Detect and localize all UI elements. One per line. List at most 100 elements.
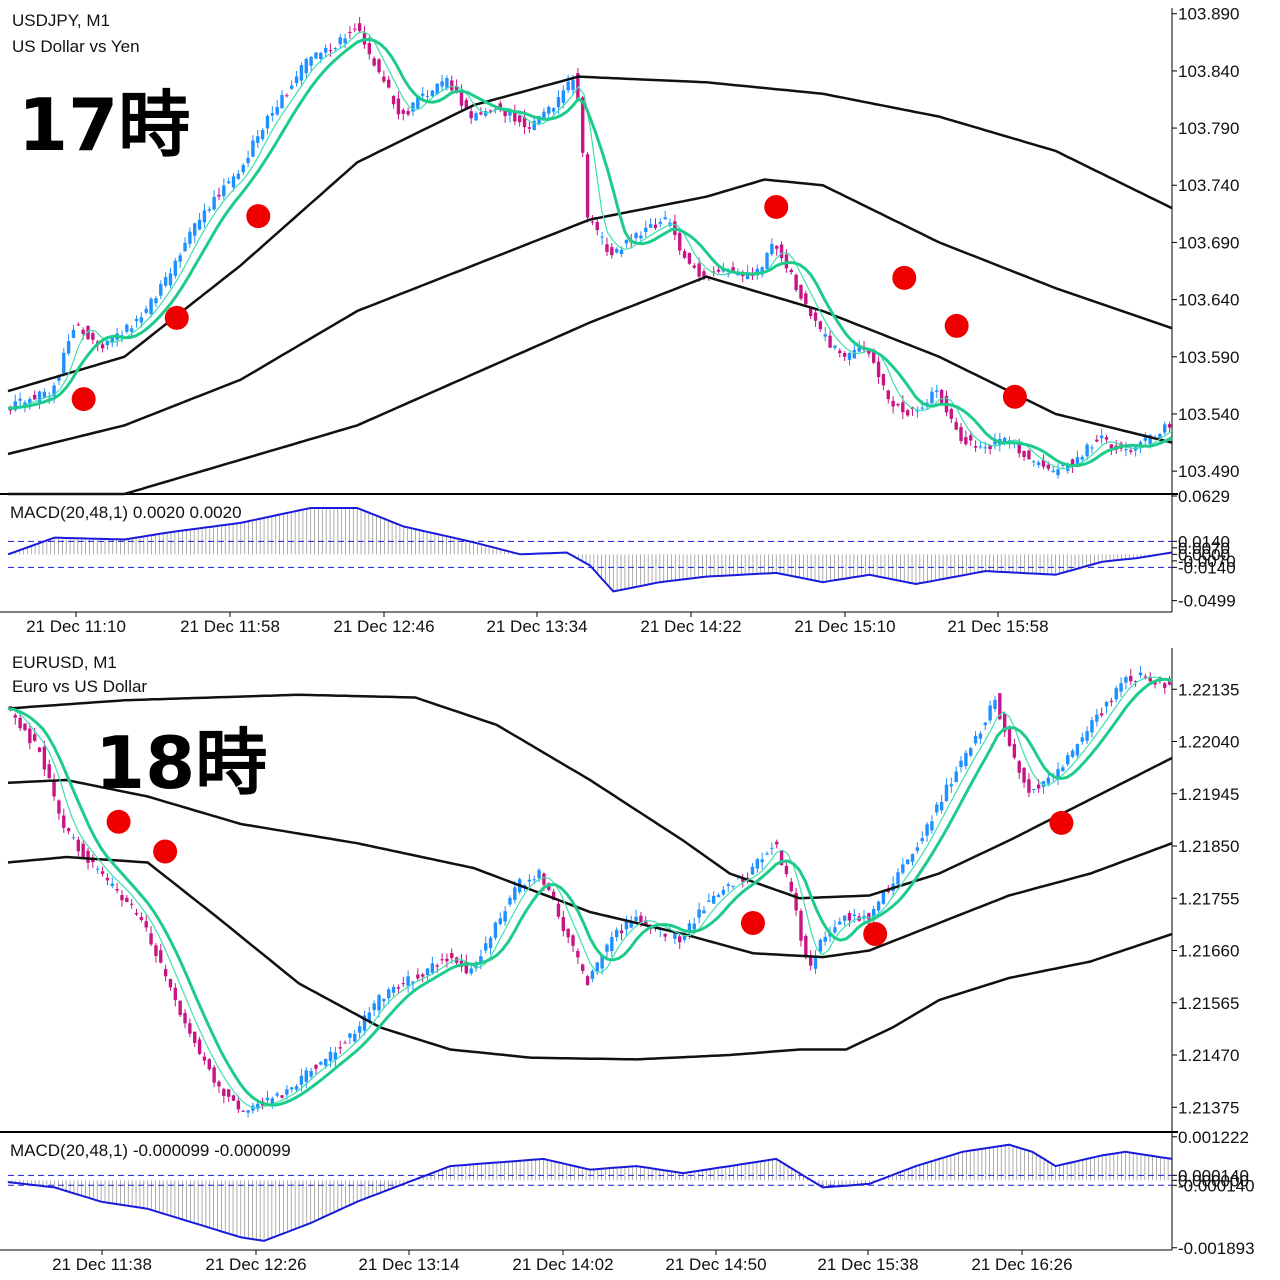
- candle-body: [382, 76, 386, 82]
- candle-body: [794, 274, 798, 291]
- y-tick-label: 103.490: [1178, 462, 1239, 481]
- candle-body: [212, 1067, 216, 1083]
- candle-body: [1129, 675, 1133, 682]
- candle-body: [920, 838, 924, 842]
- y-tick-label: 103.590: [1178, 348, 1239, 367]
- candle-body: [741, 878, 745, 882]
- candle-body: [328, 1051, 333, 1062]
- x-tick-label: 21 Dec 13:34: [486, 617, 587, 636]
- candle-body: [1036, 784, 1041, 789]
- candle-body: [129, 328, 134, 332]
- candle-body: [711, 895, 716, 904]
- candle-body: [1104, 702, 1109, 707]
- candle-body: [1017, 761, 1021, 773]
- candle-body: [396, 987, 401, 989]
- candle-body: [755, 859, 760, 869]
- candle-body: [110, 883, 114, 886]
- candle-body: [1027, 779, 1031, 793]
- x-tick-label: 21 Dec 11:38: [52, 1255, 152, 1274]
- candle-body: [964, 437, 968, 445]
- candle-body: [1056, 769, 1060, 779]
- candle-body: [343, 38, 347, 44]
- candle-body: [920, 407, 924, 409]
- candle-body: [513, 111, 517, 122]
- candle-body: [280, 94, 284, 109]
- candle-body: [125, 324, 129, 332]
- candle-body: [411, 102, 415, 112]
- x-tick-label: 21 Dec 14:22: [640, 617, 741, 636]
- candle-body: [605, 244, 609, 252]
- candle-body: [503, 110, 507, 117]
- candle-body: [1158, 433, 1162, 438]
- candle-body: [406, 111, 410, 115]
- candle-body: [658, 221, 663, 224]
- y-tick-label: 1.21565: [1178, 994, 1239, 1013]
- candle-body: [1090, 447, 1094, 449]
- x-tick-label: 21 Dec 11:58: [180, 617, 280, 636]
- candle-body: [13, 401, 17, 411]
- candle-body: [1163, 683, 1167, 688]
- candle-body: [808, 955, 813, 966]
- candle-body: [154, 298, 158, 304]
- candle-body: [96, 868, 100, 870]
- candle-body: [784, 865, 789, 875]
- candle-body: [338, 37, 342, 45]
- y-tick-label: 103.540: [1178, 405, 1239, 424]
- candle-body: [1061, 464, 1065, 466]
- x-tick-label: 21 Dec 14:50: [665, 1255, 766, 1274]
- candle-body: [217, 1081, 221, 1087]
- macd-label: MACD(20,48,1) -0.000099 -0.000099: [10, 1141, 291, 1160]
- candle-body: [430, 90, 435, 97]
- candle-body: [479, 956, 483, 964]
- macd-label: MACD(20,48,1) 0.0020 0.0020: [10, 503, 242, 522]
- red-marker-dot: [71, 387, 96, 412]
- candle-body: [522, 116, 527, 128]
- candle-body: [464, 100, 469, 110]
- candle-body: [939, 802, 944, 811]
- candle-body: [692, 923, 696, 930]
- macd-tick-label: 0.000000: [1178, 1171, 1249, 1190]
- candle-body: [144, 921, 148, 928]
- candle-body: [959, 427, 963, 441]
- candle-body: [105, 877, 110, 881]
- candle-body: [159, 950, 163, 963]
- candle-body: [474, 113, 478, 121]
- candle-body: [275, 1093, 279, 1096]
- y-tick-label: 103.840: [1178, 62, 1239, 81]
- candle-body: [745, 877, 750, 879]
- candle-body: [100, 871, 105, 874]
- candle-body: [838, 921, 842, 925]
- red-marker-dot: [106, 809, 131, 834]
- candle-body: [241, 1110, 245, 1112]
- candle-body: [949, 409, 954, 419]
- candle-body: [178, 255, 182, 262]
- candle-body: [983, 722, 987, 726]
- candle-body: [692, 265, 696, 268]
- candle-body: [23, 723, 27, 731]
- candle-body: [1129, 450, 1133, 452]
- candle-body: [251, 1105, 255, 1111]
- candle-body: [193, 223, 197, 236]
- candle-body: [1124, 449, 1128, 451]
- y-tick-label: 103.640: [1178, 291, 1239, 310]
- candle-body: [91, 333, 95, 340]
- candle-body: [1099, 435, 1104, 439]
- candle-body: [236, 1100, 241, 1110]
- red-marker-dot: [1049, 810, 1074, 835]
- y-tick-label: 1.22040: [1178, 733, 1239, 752]
- candle-body: [901, 864, 905, 873]
- candle-body: [789, 269, 793, 272]
- candle-body: [309, 56, 313, 66]
- candle-body: [556, 97, 561, 108]
- candle-body: [852, 349, 857, 359]
- candle-body: [391, 986, 396, 993]
- candle-body: [881, 891, 886, 904]
- candle-body: [387, 79, 391, 88]
- candle-body: [498, 103, 502, 110]
- macd-tick-label: 0.0629: [1178, 487, 1230, 506]
- candle-body: [372, 1003, 376, 1010]
- candle-body: [488, 937, 493, 948]
- candle-body: [697, 909, 701, 918]
- candle-body: [678, 232, 682, 251]
- candle-body: [726, 884, 730, 887]
